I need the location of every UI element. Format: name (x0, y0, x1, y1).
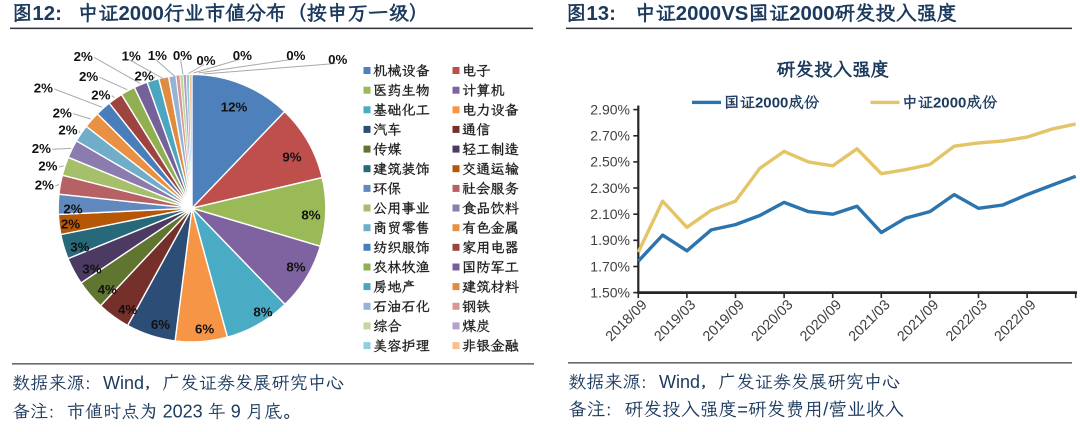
svg-text:0: 0 (173, 402, 183, 422)
svg-text:=: = (737, 399, 748, 420)
svg-text:4%: 4% (118, 302, 137, 317)
svg-text:V: V (721, 3, 735, 25)
svg-text:2.50%: 2.50% (590, 154, 630, 170)
svg-text:3%: 3% (82, 262, 101, 277)
svg-text:2: 2 (119, 3, 130, 25)
svg-text:3%: 3% (70, 239, 89, 254)
svg-text:0: 0 (941, 95, 949, 112)
svg-text:2.30%: 2.30% (590, 180, 630, 196)
svg-text:2: 2 (183, 402, 193, 422)
svg-text:2%: 2% (79, 69, 98, 84)
svg-text:0: 0 (710, 3, 721, 25)
svg-text:2: 2 (755, 95, 763, 112)
svg-text:0: 0 (130, 3, 141, 25)
svg-text:0%: 0% (286, 48, 305, 63)
svg-text:0: 0 (958, 95, 966, 112)
svg-text:0%: 0% (173, 48, 192, 63)
svg-text:6%: 6% (195, 322, 214, 337)
svg-text:0: 0 (801, 3, 812, 25)
svg-text:1.50%: 1.50% (590, 284, 630, 300)
svg-text:2: 2 (933, 95, 941, 112)
svg-text:2.70%: 2.70% (590, 128, 630, 144)
svg-text:0: 0 (699, 3, 710, 25)
svg-text:d: d (690, 372, 700, 392)
svg-text:2: 2 (676, 3, 687, 25)
svg-text:S: S (735, 3, 749, 25)
svg-text:8%: 8% (301, 208, 320, 223)
svg-text:0: 0 (141, 3, 152, 25)
svg-text:n: n (680, 372, 690, 392)
svg-text:d: d (134, 373, 144, 393)
svg-text:0%: 0% (233, 48, 252, 63)
svg-text:0: 0 (812, 3, 823, 25)
svg-text:6%: 6% (151, 317, 170, 332)
svg-text:4%: 4% (98, 282, 117, 297)
svg-text:/: / (823, 399, 829, 420)
svg-text:3: 3 (193, 402, 203, 422)
svg-text:2%: 2% (34, 81, 53, 96)
svg-text:3: 3 (598, 3, 609, 25)
svg-text:2: 2 (163, 402, 173, 422)
svg-text:0%: 0% (328, 52, 347, 67)
svg-text:8%: 8% (286, 260, 305, 275)
svg-text:2%: 2% (134, 68, 153, 83)
svg-text:0: 0 (772, 95, 780, 112)
svg-text:i: i (120, 373, 124, 393)
svg-text:n: n (124, 373, 134, 393)
svg-text:i: i (676, 372, 680, 392)
svg-text:2%: 2% (63, 201, 82, 216)
svg-text:1%: 1% (148, 48, 167, 63)
svg-text:9: 9 (231, 402, 241, 422)
svg-text:0%: 0% (196, 53, 215, 68)
svg-text:2%: 2% (91, 87, 110, 102)
svg-text:12%: 12% (221, 100, 248, 115)
svg-text:1: 1 (32, 3, 43, 25)
svg-text:0: 0 (763, 95, 771, 112)
svg-text:1%: 1% (122, 48, 141, 63)
svg-text:9%: 9% (282, 150, 301, 165)
svg-text:0: 0 (780, 95, 788, 112)
svg-text:1.90%: 1.90% (590, 232, 630, 248)
svg-text:W: W (659, 372, 676, 392)
svg-text:2%: 2% (61, 217, 80, 232)
svg-text::: : (55, 3, 62, 25)
svg-text:2.10%: 2.10% (590, 206, 630, 222)
svg-text:W: W (103, 373, 120, 393)
svg-text:0: 0 (687, 3, 698, 25)
svg-text:2%: 2% (38, 159, 57, 174)
svg-text:1.70%: 1.70% (590, 258, 630, 274)
svg-text:2%: 2% (53, 105, 72, 120)
svg-text:2%: 2% (35, 178, 54, 193)
svg-text:0: 0 (823, 3, 834, 25)
svg-text:0: 0 (153, 3, 164, 25)
svg-text:2%: 2% (32, 141, 51, 156)
svg-text:8%: 8% (253, 305, 272, 320)
svg-text:0: 0 (950, 95, 958, 112)
svg-text:2.90%: 2.90% (590, 101, 630, 117)
svg-text:2%: 2% (58, 122, 77, 137)
svg-text:2%: 2% (74, 49, 93, 64)
svg-text::: : (609, 3, 616, 25)
svg-text:2: 2 (44, 3, 55, 25)
svg-text:1: 1 (586, 3, 597, 25)
svg-text:2: 2 (789, 3, 800, 25)
